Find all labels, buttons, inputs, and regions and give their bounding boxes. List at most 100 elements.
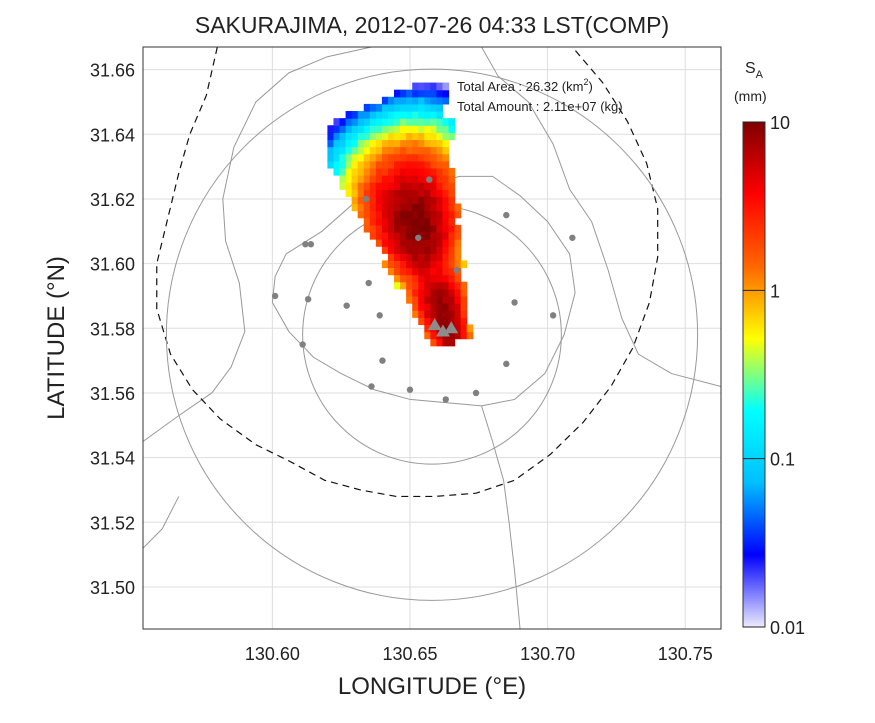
deposit-cell [327, 139, 335, 148]
deposit-cell [442, 295, 450, 304]
deposit-cell [430, 331, 438, 340]
deposit-cell [412, 253, 419, 261]
deposit-cell [430, 189, 438, 197]
deposit-cell [418, 196, 425, 205]
deposit-cell [345, 189, 353, 197]
station-marker [379, 357, 386, 364]
deposit-cell [400, 196, 407, 205]
deposit-cell [442, 96, 450, 105]
deposit-cell [424, 331, 431, 340]
deposit-cell [406, 239, 413, 247]
deposit-cell [412, 111, 419, 119]
deposit-cell [387, 153, 395, 162]
deposit-cell [406, 89, 413, 98]
deposit-cell [394, 160, 401, 169]
deposit-cell [454, 231, 462, 240]
deposit-cell [369, 203, 377, 212]
deposit-cell [369, 175, 377, 183]
deposit-cell [400, 224, 407, 233]
deposit-cell [369, 217, 377, 226]
deposit-cell [430, 96, 438, 105]
deposit-cell [442, 231, 450, 240]
deposit-cell [375, 231, 383, 240]
deposit-cell [381, 125, 389, 133]
deposit-cell [430, 82, 438, 91]
deposit-cell [351, 160, 359, 169]
deposit-cell [363, 182, 371, 190]
deposit-cell [333, 146, 341, 155]
deposit-cell [448, 210, 456, 219]
deposit-cell [412, 82, 419, 91]
deposit-cell [375, 196, 383, 205]
deposit-cell [436, 303, 444, 311]
station-marker [503, 211, 510, 219]
deposit-cell [381, 103, 389, 112]
deposit-cell [394, 189, 401, 197]
map-layer [143, 47, 721, 629]
deposit-cell [442, 189, 450, 197]
deposit-cell [436, 231, 444, 240]
deposit-cell [351, 175, 359, 183]
deposit-cell [436, 175, 444, 183]
deposit-cell [436, 239, 444, 247]
deposit-cell [430, 303, 438, 311]
deposit-cell [381, 189, 389, 197]
deposit-cell [448, 196, 456, 205]
deposit-cell [369, 189, 377, 197]
deposit-cell [369, 139, 377, 148]
deposit-cell [424, 153, 431, 162]
deposit-cell [381, 167, 389, 176]
deposit-cell [424, 189, 431, 197]
deposit-cell [339, 167, 347, 176]
deposit-cell [345, 153, 353, 162]
y-tick-label: 31.56 [90, 384, 135, 404]
deposit-cell [387, 217, 395, 226]
deposit-cell [436, 203, 444, 212]
deposit-cell [454, 210, 462, 219]
deposit-cell [412, 239, 419, 247]
deposit-cell [357, 196, 365, 205]
deposit-cell [400, 281, 407, 290]
deposit-cell [412, 196, 419, 205]
x-tick-label: 130.75 [658, 644, 713, 664]
deposit-cell [430, 111, 438, 119]
deposit-cell [448, 338, 456, 347]
deposit-cell [400, 160, 407, 169]
deposit-cell [412, 246, 419, 254]
deposit-cell [381, 217, 389, 226]
deposit-cell [394, 224, 401, 233]
deposit-cell [394, 260, 401, 269]
deposit-cell [345, 132, 353, 141]
deposit-cell [460, 317, 468, 326]
deposit-cell [400, 125, 407, 133]
deposit-cell [424, 260, 431, 269]
deposit-cell [400, 118, 407, 126]
deposit-cell [406, 160, 413, 169]
deposit-cell [442, 260, 450, 269]
x-tick-label: 130.65 [382, 644, 437, 664]
deposit-cell [436, 338, 444, 347]
y-tick-label: 31.50 [90, 578, 135, 598]
deposit-cell [375, 167, 383, 176]
deposit-cell [333, 153, 341, 162]
deposit-cell [436, 111, 444, 119]
deposit-cell [436, 167, 444, 176]
deposit-cell [400, 103, 407, 112]
svg-text:Total Area : 26.32 (km2): Total Area : 26.32 (km2) [457, 77, 593, 94]
deposit-cell [351, 203, 359, 212]
deposit-cell [412, 139, 419, 148]
station-marker [406, 386, 414, 393]
deposit-cell [351, 196, 359, 205]
deposit-cell [357, 111, 365, 119]
deposit-cell [406, 125, 413, 133]
deposit-cell [430, 253, 438, 261]
deposit-cell [448, 118, 456, 126]
deposit-cell [418, 246, 425, 254]
deposit-cell [363, 111, 371, 119]
station-marker [415, 234, 422, 241]
station-marker [503, 360, 510, 368]
deposit-cell [375, 103, 383, 112]
deposit-cell [363, 189, 371, 197]
deposit-cell [339, 146, 347, 155]
deposit-cell [375, 239, 383, 247]
